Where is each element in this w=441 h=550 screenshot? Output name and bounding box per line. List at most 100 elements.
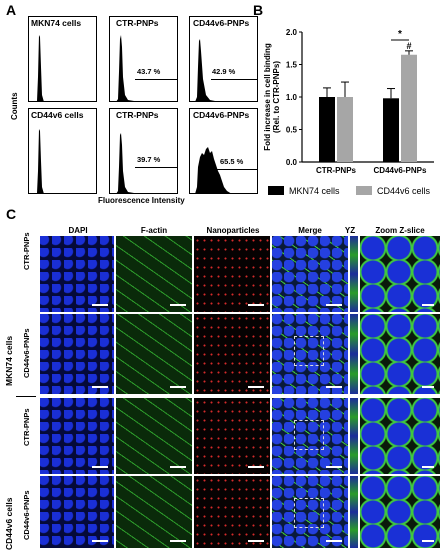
counts-axis-label: Counts xyxy=(10,92,19,120)
scale-bar xyxy=(170,304,186,306)
micrograph-dapi xyxy=(40,236,114,312)
histogram-title: CD44v6-PNPs xyxy=(193,18,250,28)
y-tick-label: 1.5 xyxy=(286,61,298,70)
cell-binding-bar-chart: 0.0 0.5 1.0 1.5 2.0 Fold increase in cell bin… xyxy=(263,28,434,196)
row-label: CTR-PNPs xyxy=(22,232,31,270)
micrograph-dapi xyxy=(40,398,114,474)
legend-swatch xyxy=(356,186,372,195)
column-header-dapi: DAPI xyxy=(68,226,88,235)
scale-bar xyxy=(170,386,186,388)
scale-bar xyxy=(92,540,108,542)
micrograph-merge xyxy=(272,476,348,548)
scale-bar xyxy=(326,466,342,468)
micrograph-actin xyxy=(116,476,192,548)
micrograph-np xyxy=(194,236,270,312)
fluorescence-axis-label: Fluorescence Intensity xyxy=(98,196,185,205)
bar xyxy=(337,97,353,162)
micrograph-actin xyxy=(116,236,192,312)
histogram-plot xyxy=(37,129,44,193)
histogram-title: MKN74 cells xyxy=(31,18,82,28)
y-tick-label: 0.0 xyxy=(286,158,298,167)
micrograph-dapi xyxy=(40,314,114,394)
gate-line xyxy=(211,79,257,80)
histogram-cd44v6-cd44v6-pnps: CD44v6-PNPs 65.5 % xyxy=(189,108,258,194)
scale-bar xyxy=(92,386,108,388)
histogram-plot xyxy=(195,147,231,193)
histogram-plot xyxy=(37,35,44,101)
scale-bar xyxy=(92,304,108,306)
micrograph-actin xyxy=(116,398,192,474)
scale-bar xyxy=(170,540,186,542)
micrograph-np xyxy=(194,314,270,394)
gate-line xyxy=(210,169,257,170)
histogram-title: CTR-PNPs xyxy=(116,110,159,120)
histogram-mkn74-control: MKN74 cells xyxy=(28,16,97,102)
column-header-merge: Merge xyxy=(298,226,322,235)
percent-positive: 42.9 % xyxy=(212,67,236,76)
chart-bars: *# xyxy=(319,29,417,162)
micrograph-dapi xyxy=(40,476,114,548)
y-tick-label: 0.5 xyxy=(286,126,298,135)
bar xyxy=(319,97,335,162)
row-group-cd44v6: CD44v6 cells xyxy=(4,497,14,550)
scale-bar xyxy=(422,466,434,468)
micrograph-zoom xyxy=(360,236,440,312)
y-axis-label: Fold increase in cell binding xyxy=(263,43,272,151)
row-label: CTR-PNPs xyxy=(22,408,31,446)
micrograph-yz xyxy=(350,314,358,394)
gate-line xyxy=(135,79,177,80)
row-group-mkn74: MKN74 cells xyxy=(4,335,14,386)
scale-bar xyxy=(92,466,108,468)
histogram-cd44v6-ctr-pnps: CTR-PNPs 39.7 % xyxy=(109,108,178,194)
histogram-cd44v6-control: CD44v6 cells xyxy=(28,108,97,194)
panel-label-b: B xyxy=(253,2,264,18)
y-tick-label: 1.0 xyxy=(286,93,298,102)
row-label: CD44v6-PNPs xyxy=(22,328,31,378)
zoom-region-box xyxy=(294,336,324,366)
histogram-title: CTR-PNPs xyxy=(116,18,159,28)
gate-line xyxy=(135,167,177,168)
micrograph-merge xyxy=(272,398,348,474)
zoom-region-box xyxy=(294,420,324,450)
y-tick-label: 2.0 xyxy=(286,28,298,37)
scale-bar xyxy=(248,386,264,388)
column-header-f-actin: F-actin xyxy=(140,226,168,235)
panel-label-c: C xyxy=(6,206,17,222)
micrograph-zoom xyxy=(360,398,440,474)
significance-star: * xyxy=(398,29,402,40)
zoom-region-box xyxy=(294,498,324,528)
histogram-mkn74-ctr-pnps: CTR-PNPs 43.7 % xyxy=(109,16,178,102)
bar xyxy=(383,98,399,162)
micrograph-zoom xyxy=(360,314,440,394)
micrograph-np xyxy=(194,398,270,474)
x-tick-label: CD44v6-PNPs xyxy=(374,166,427,175)
scale-bar xyxy=(326,386,342,388)
scale-bar xyxy=(422,304,434,306)
x-tick-label: CTR-PNPs xyxy=(316,166,357,175)
scale-bar xyxy=(422,540,434,542)
micrograph-np xyxy=(194,476,270,548)
column-header-zoom-z-slice: Zoom Z-slice xyxy=(375,226,425,235)
micrograph-yz xyxy=(350,236,358,312)
histogram-mkn74-cd44v6-pnps: CD44v6-PNPs 42.9 % xyxy=(189,16,258,102)
column-header-nanoparticles: Nanoparticles xyxy=(206,226,260,235)
column-header-yz: YZ xyxy=(344,226,356,235)
scale-bar xyxy=(326,540,342,542)
panel-label-a: A xyxy=(6,2,17,18)
micrograph-merge xyxy=(272,314,348,394)
percent-positive: 39.7 % xyxy=(137,155,161,164)
histogram-title: CD44v6-PNPs xyxy=(193,110,250,120)
legend-label: CD44v6 cells xyxy=(377,186,431,196)
chart-legend: MKN74 cells CD44v6 cells xyxy=(268,186,431,196)
histogram-plot xyxy=(195,39,215,101)
micrograph-yz xyxy=(350,476,358,548)
row-label: CD44v6-PNPs xyxy=(22,490,31,540)
y-axis-label: (Rel. to CTR-PNPs) xyxy=(272,61,281,133)
micrograph-zoom xyxy=(360,476,440,548)
histogram-plot xyxy=(116,35,134,101)
micrograph-merge xyxy=(272,236,348,312)
scale-bar xyxy=(248,540,264,542)
legend-swatch xyxy=(268,186,284,195)
significance-hash: # xyxy=(406,41,411,51)
percent-positive: 43.7 % xyxy=(137,67,161,76)
